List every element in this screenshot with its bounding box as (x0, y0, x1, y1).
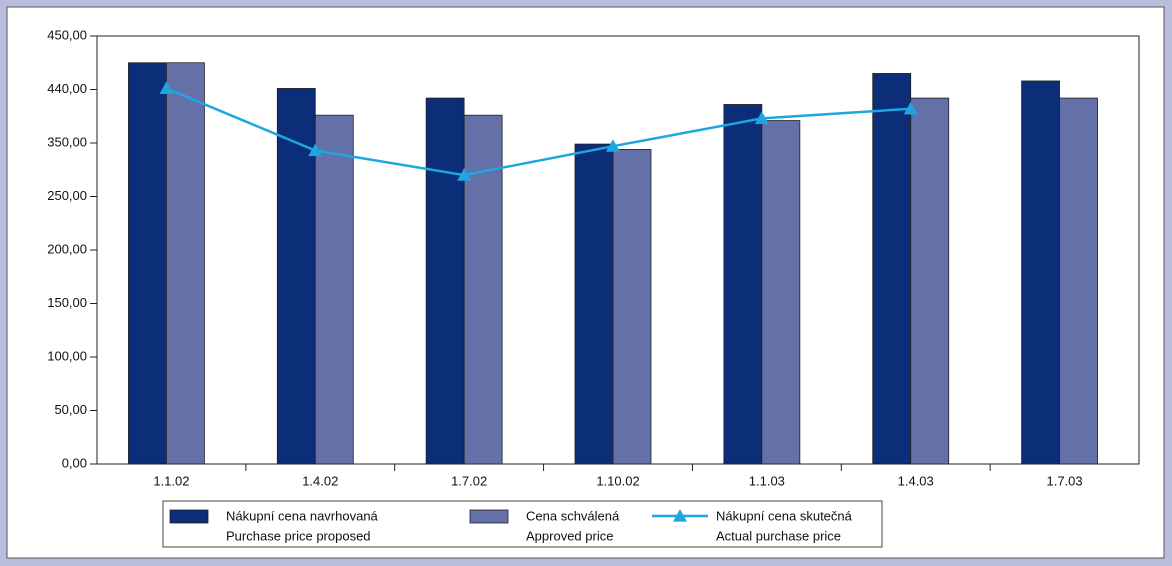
marker (903, 101, 918, 115)
x-tick-label: 1.4.03 (898, 473, 934, 488)
y-tick-label: 450,00 (47, 27, 87, 42)
bar (723, 104, 763, 465)
legend-label: Nákupní cena skutečná (716, 508, 853, 523)
legend-label-en: Purchase price proposed (226, 528, 371, 543)
x-tick-label: 1.7.02 (451, 473, 487, 488)
marker (606, 139, 620, 152)
x-tick-label: 1.7.03 (1046, 473, 1082, 488)
y-tick-label: 350,00 (47, 134, 87, 149)
bar (574, 143, 614, 465)
y-tick-label: 100,00 (47, 348, 87, 363)
bar (128, 62, 167, 465)
legend-label: Cena schválená (526, 508, 620, 523)
legend-label-en: Actual purchase price (716, 528, 841, 543)
y-tick-label: 440,00 (47, 81, 87, 96)
x-tick-label: 1.4.02 (302, 473, 338, 488)
y-tick-label: 150,00 (47, 295, 87, 310)
legend-label-en: Approved price (526, 528, 613, 543)
bar (276, 88, 316, 465)
legend (162, 500, 883, 548)
x-tick-label: 1.10.02 (596, 473, 639, 488)
marker (457, 168, 472, 181)
marker (308, 143, 323, 157)
x-tick-label: 1.1.03 (749, 473, 785, 488)
legend-label: Nákupní cena navrhovaná (226, 508, 379, 523)
marker (754, 111, 769, 124)
bar (425, 97, 465, 465)
legend-swatch (169, 509, 209, 524)
legend-swatch (469, 509, 509, 524)
y-tick-label: 250,00 (47, 188, 87, 203)
x-tick-label: 1.1.02 (153, 473, 189, 488)
bar (872, 73, 912, 465)
y-tick-label: 200,00 (47, 241, 87, 256)
y-tick-label: 0,00 (62, 455, 87, 470)
bar (761, 120, 801, 465)
bar (166, 62, 205, 465)
y-tick-label: 50,00 (54, 402, 87, 417)
bar (612, 149, 652, 465)
bar (314, 114, 354, 465)
legend-marker (673, 509, 687, 522)
bar (1021, 80, 1060, 465)
marker (159, 81, 174, 95)
line (165, 87, 911, 177)
bar (463, 114, 503, 465)
bar (910, 97, 950, 465)
bar (1059, 97, 1098, 465)
